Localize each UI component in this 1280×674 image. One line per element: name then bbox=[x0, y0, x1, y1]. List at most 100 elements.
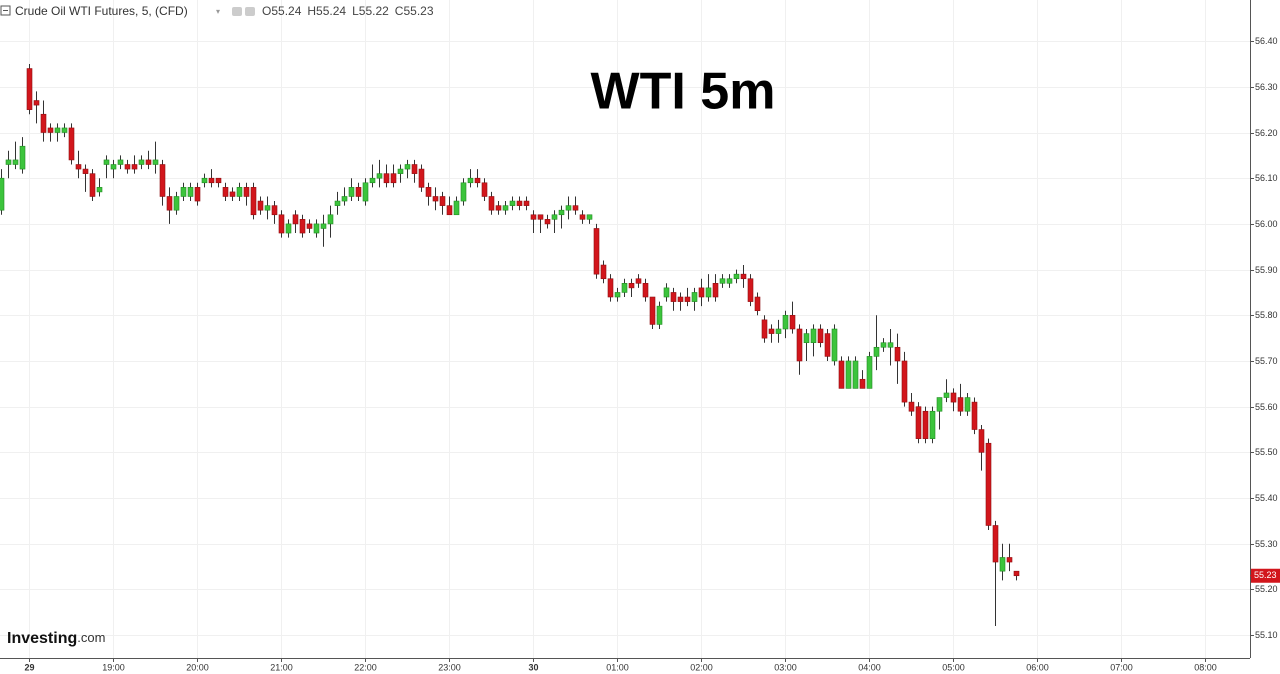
candle-body bbox=[173, 196, 180, 211]
candle-body bbox=[390, 173, 397, 184]
candle-body bbox=[516, 200, 523, 206]
candle-body bbox=[656, 305, 663, 325]
x-tick-label: 29 bbox=[24, 662, 34, 672]
candle-body bbox=[236, 187, 243, 197]
candle-body bbox=[201, 177, 208, 184]
candle-body bbox=[418, 168, 425, 188]
symbol-label: Crude Oil WTI Futures, 5, (CFD) bbox=[15, 4, 188, 18]
candle-body bbox=[509, 200, 516, 206]
candle-body bbox=[705, 287, 712, 298]
candle-body bbox=[152, 159, 159, 165]
candle-body bbox=[971, 401, 978, 430]
candle-body bbox=[103, 159, 110, 165]
candle-body bbox=[299, 219, 306, 234]
candle-body bbox=[383, 173, 390, 184]
candle-body bbox=[1013, 570, 1020, 577]
ohlc-key: O bbox=[262, 4, 271, 18]
ohlc-key: C bbox=[395, 4, 404, 18]
ohlc-value: 55.24 bbox=[271, 4, 301, 18]
y-tick-label: 56.30 bbox=[1255, 82, 1278, 92]
y-tick-label: 56.20 bbox=[1255, 128, 1278, 138]
candle-body bbox=[719, 278, 726, 284]
candle-body bbox=[628, 283, 635, 289]
candle-body bbox=[369, 177, 376, 184]
candle-body bbox=[733, 273, 740, 280]
candle-body bbox=[425, 187, 432, 197]
candle-body bbox=[19, 145, 26, 170]
chart-title: WTI 5m bbox=[591, 63, 776, 121]
candle-body bbox=[866, 356, 873, 389]
y-tick-label: 55.60 bbox=[1255, 402, 1278, 412]
candle-body bbox=[635, 278, 642, 284]
candle-body bbox=[586, 214, 593, 220]
candle-body bbox=[761, 319, 768, 339]
candle-body bbox=[831, 328, 838, 362]
candle-body bbox=[432, 196, 439, 202]
y-tick-label: 55.10 bbox=[1255, 630, 1278, 640]
candle-body bbox=[957, 397, 964, 412]
candle-body bbox=[453, 200, 460, 216]
candle-body bbox=[943, 392, 950, 398]
candle-body bbox=[313, 223, 320, 234]
dropdown-arrow[interactable]: ▾ bbox=[216, 7, 220, 16]
candle-body bbox=[194, 187, 201, 202]
candle-body bbox=[131, 164, 138, 170]
candle-body bbox=[614, 292, 621, 298]
candle-body bbox=[572, 205, 579, 211]
x-tick-label: 04:00 bbox=[858, 662, 881, 672]
candle-body bbox=[320, 223, 327, 229]
candle-body bbox=[768, 328, 775, 334]
x-tick-label: 05:00 bbox=[942, 662, 965, 672]
candle-body bbox=[950, 392, 957, 403]
collapse-icon[interactable] bbox=[0, 5, 11, 16]
candle-body bbox=[376, 173, 383, 179]
candle-body bbox=[754, 296, 761, 312]
y-tick-label: 55.70 bbox=[1255, 356, 1278, 366]
candle-body bbox=[166, 196, 173, 211]
settings-icon[interactable] bbox=[245, 7, 255, 16]
y-tick-label: 55.50 bbox=[1255, 447, 1278, 457]
candle-body bbox=[901, 360, 908, 403]
eye-icon[interactable] bbox=[232, 7, 242, 16]
grid bbox=[0, 0, 1250, 658]
candle-body bbox=[600, 264, 607, 280]
candle-body bbox=[47, 127, 54, 133]
candle-body bbox=[894, 346, 901, 362]
candle-body bbox=[579, 214, 586, 220]
candle-body bbox=[26, 68, 33, 110]
y-tick-label: 55.20 bbox=[1255, 584, 1278, 594]
candle-body bbox=[698, 287, 705, 298]
candle-body bbox=[110, 164, 117, 170]
candle-body bbox=[285, 223, 292, 234]
candle-body bbox=[691, 292, 698, 302]
candle-body bbox=[348, 187, 355, 197]
y-tick-label: 55.90 bbox=[1255, 265, 1278, 275]
x-tick-label: 22:00 bbox=[354, 662, 377, 672]
candle-body bbox=[726, 278, 733, 284]
candle-body bbox=[61, 127, 68, 133]
candle-body bbox=[12, 159, 19, 165]
candle-body bbox=[355, 187, 362, 197]
x-tick-label: 19:00 bbox=[102, 662, 125, 672]
candle-body bbox=[0, 177, 5, 211]
x-tick-label: 06:00 bbox=[1026, 662, 1049, 672]
candle-body bbox=[887, 342, 894, 348]
candle-body bbox=[824, 333, 831, 357]
candle-body bbox=[852, 360, 859, 389]
candle-body bbox=[54, 127, 61, 133]
candle-body bbox=[117, 159, 124, 165]
candle-body bbox=[929, 410, 936, 439]
candle-body bbox=[796, 328, 803, 362]
candle-body bbox=[621, 283, 628, 293]
candle-body bbox=[607, 278, 614, 298]
candle-body bbox=[992, 525, 999, 563]
candle-body bbox=[159, 164, 166, 197]
axes: 56.40 56.30 56.20 56.10 56.00 55.90 55.80 55.70… bbox=[24, 36, 1280, 672]
candle-body bbox=[523, 200, 530, 206]
candle-body bbox=[327, 214, 334, 225]
y-tick-label: 56.10 bbox=[1255, 173, 1278, 183]
ohlc-key: L bbox=[352, 4, 359, 18]
ohlc-value: 55.22 bbox=[359, 4, 389, 18]
